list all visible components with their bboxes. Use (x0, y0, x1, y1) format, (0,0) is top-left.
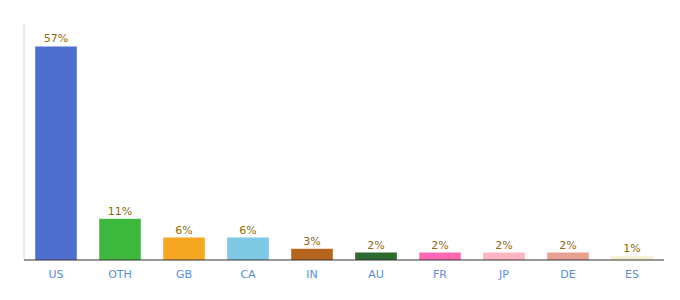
bar: IN: 3% (291, 249, 333, 260)
x-tick-label: IN (306, 268, 317, 281)
bar: GB: 6% (163, 238, 205, 260)
x-tick-label: AU (368, 268, 384, 281)
data-label: 6% (239, 224, 256, 237)
data-label: 2% (495, 239, 512, 252)
data-label: 2% (367, 239, 384, 252)
data-label: 11% (108, 205, 132, 218)
x-tick-label: CA (240, 268, 256, 281)
bar: FR: 2% (419, 253, 461, 260)
x-axis-line (24, 259, 664, 260)
bar: DE: 2% (547, 253, 589, 260)
bar: AU: 2% (355, 253, 397, 260)
x-tick-label: DE (560, 268, 575, 281)
data-label: 2% (431, 239, 448, 252)
bar: OTH: 11% (99, 219, 141, 260)
data-label: 6% (175, 224, 192, 237)
x-tick-label: FR (433, 268, 447, 281)
x-tick-label: ES (625, 268, 639, 281)
x-tick-label: OTH (108, 268, 132, 281)
data-label: 1% (623, 242, 640, 255)
x-tick-label: JP (498, 268, 509, 281)
bar: CA: 6% (227, 238, 269, 260)
data-label: 2% (559, 239, 576, 252)
data-label: 3% (303, 235, 320, 248)
bar: JP: 2% (483, 253, 525, 260)
x-tick-label: GB (176, 268, 192, 281)
chart: US: 57% OTH: 11% GB: 6% CA: 6% IN: 3% AU: 2% F… (0, 0, 680, 300)
x-tick-label: US (48, 268, 63, 281)
data-label: 57% (44, 32, 68, 45)
bar: US: 57% (35, 46, 77, 260)
chart-container: US: 57% OTH: 11% GB: 6% CA: 6% IN: 3% AU: 2% F… (0, 0, 680, 300)
y-axis-line (24, 24, 25, 260)
bars: US: 57% OTH: 11% GB: 6% CA: 6% IN: 3% AU: 2% F… (35, 46, 653, 260)
